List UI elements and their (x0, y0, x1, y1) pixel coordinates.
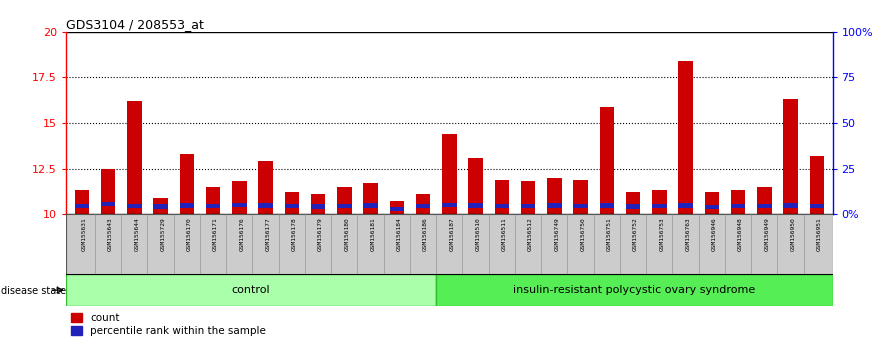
Bar (389, 201, 404, 214)
FancyBboxPatch shape (66, 274, 436, 306)
Bar (180, 203, 194, 207)
Text: GSM156181: GSM156181 (371, 217, 375, 251)
Bar (547, 204, 561, 208)
Bar (153, 204, 167, 209)
Bar (127, 101, 142, 214)
Bar (783, 204, 798, 208)
Text: disease state: disease state (1, 286, 66, 296)
Bar (258, 161, 273, 214)
Bar (494, 179, 509, 214)
Bar (731, 204, 745, 209)
Bar (574, 179, 588, 214)
Bar (363, 183, 378, 214)
Bar (678, 61, 692, 214)
Bar (521, 181, 536, 214)
Text: GSM156178: GSM156178 (292, 217, 297, 251)
Bar (600, 203, 614, 207)
Bar (521, 204, 536, 208)
Bar (626, 192, 640, 214)
Bar (416, 204, 430, 209)
Text: GDS3104 / 208553_at: GDS3104 / 208553_at (66, 18, 204, 31)
Bar (547, 178, 561, 214)
Text: GSM156948: GSM156948 (738, 217, 743, 251)
Text: GSM156512: GSM156512 (528, 217, 533, 251)
FancyBboxPatch shape (66, 214, 833, 274)
Bar (757, 204, 772, 208)
Bar (731, 190, 745, 214)
Bar (469, 158, 483, 214)
Bar (75, 204, 89, 208)
Bar (285, 192, 299, 214)
Text: GSM156763: GSM156763 (685, 217, 691, 251)
Text: GSM156180: GSM156180 (344, 217, 349, 251)
Bar (469, 203, 483, 207)
Text: GSM156951: GSM156951 (817, 217, 822, 251)
Bar (783, 99, 798, 214)
Text: GSM156179: GSM156179 (318, 217, 323, 251)
Bar (626, 204, 640, 209)
Bar (232, 203, 247, 207)
Text: GSM155631: GSM155631 (82, 217, 87, 251)
Text: GSM156176: GSM156176 (240, 217, 244, 251)
Text: GSM156750: GSM156750 (581, 217, 586, 251)
Bar (232, 181, 247, 214)
Bar (810, 156, 824, 214)
Bar (705, 192, 719, 214)
Text: GSM155729: GSM155729 (160, 217, 166, 251)
Bar (705, 205, 719, 210)
Text: GSM156186: GSM156186 (423, 217, 428, 251)
Text: GSM156187: GSM156187 (449, 217, 455, 251)
Text: GSM156949: GSM156949 (765, 217, 769, 251)
FancyBboxPatch shape (436, 274, 833, 306)
Bar (416, 194, 430, 214)
Bar (363, 204, 378, 208)
Bar (75, 190, 89, 214)
Text: GSM156950: GSM156950 (790, 217, 796, 251)
Text: GSM156752: GSM156752 (633, 217, 638, 251)
Bar (810, 204, 824, 208)
Text: GSM156171: GSM156171 (213, 217, 218, 251)
Text: GSM156946: GSM156946 (712, 217, 717, 251)
Bar (442, 202, 456, 207)
Bar (337, 204, 352, 208)
Bar (100, 202, 115, 206)
Text: GSM156184: GSM156184 (396, 217, 402, 251)
Bar (574, 204, 588, 208)
Bar (180, 154, 194, 214)
Text: GSM156749: GSM156749 (554, 217, 559, 251)
Legend: count, percentile rank within the sample: count, percentile rank within the sample (71, 313, 266, 336)
Bar (206, 204, 220, 208)
Bar (153, 198, 167, 214)
Text: GSM156177: GSM156177 (265, 217, 270, 251)
Bar (600, 107, 614, 214)
Bar (678, 204, 692, 208)
Bar (285, 204, 299, 209)
Bar (652, 204, 667, 209)
Text: GSM156751: GSM156751 (607, 217, 611, 251)
Bar (100, 169, 115, 214)
Bar (757, 187, 772, 214)
Text: control: control (232, 285, 270, 295)
Text: insulin-resistant polycystic ovary syndrome: insulin-resistant polycystic ovary syndr… (514, 285, 756, 295)
Bar (442, 134, 456, 214)
Bar (494, 204, 509, 208)
Bar (127, 204, 142, 208)
Text: GSM155643: GSM155643 (108, 217, 113, 251)
Bar (337, 187, 352, 214)
Text: GSM155644: GSM155644 (134, 217, 139, 251)
Text: GSM156511: GSM156511 (502, 217, 507, 251)
Bar (258, 204, 273, 208)
Bar (652, 190, 667, 214)
Bar (206, 187, 220, 214)
Text: GSM156510: GSM156510 (476, 217, 480, 251)
Text: GSM156170: GSM156170 (187, 217, 192, 251)
Bar (389, 207, 404, 211)
Text: GSM156753: GSM156753 (659, 217, 664, 251)
Bar (311, 194, 325, 214)
Bar (311, 204, 325, 209)
